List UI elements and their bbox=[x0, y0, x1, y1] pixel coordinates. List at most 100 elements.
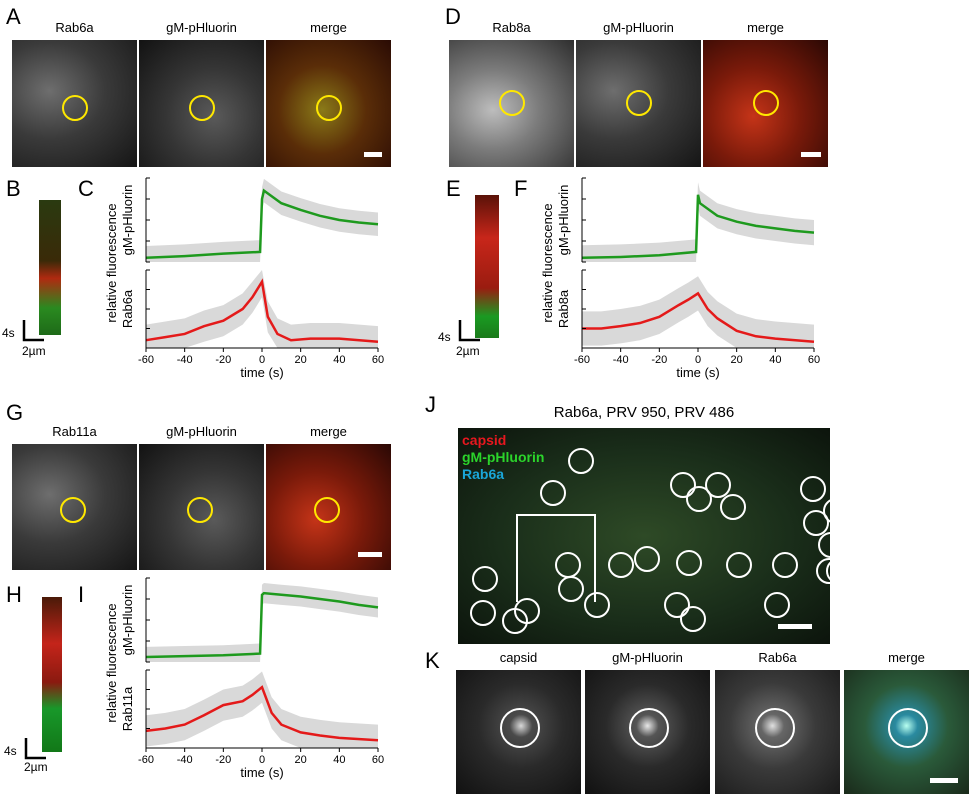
y-series-label: gM-pHluorin bbox=[120, 585, 135, 656]
image-title: gM-pHluorin bbox=[603, 20, 674, 35]
image-title: merge bbox=[310, 424, 347, 439]
kymo-time-scale: 4s bbox=[4, 744, 17, 758]
x-tick-label: 20 bbox=[295, 354, 307, 366]
x-tick-label: -60 bbox=[574, 354, 590, 366]
x-axis-label: time (s) bbox=[240, 765, 283, 780]
series-line bbox=[145, 591, 379, 659]
y-series-label: Rab8a bbox=[556, 289, 571, 328]
x-axis-label: time (s) bbox=[240, 365, 283, 380]
highlight-circle bbox=[499, 90, 525, 116]
kymo-scale-axes bbox=[458, 320, 480, 342]
highlight-circle bbox=[626, 90, 652, 116]
image-title: merge bbox=[310, 20, 347, 35]
x-tick-label: 40 bbox=[333, 754, 345, 766]
x-tick-label: -20 bbox=[215, 354, 231, 366]
panel-label-i: I bbox=[78, 582, 85, 607]
micrograph-j: capsid gM-pHluorin Rab6a bbox=[458, 428, 830, 644]
legend-capsid: capsid bbox=[462, 432, 507, 448]
image-title: merge bbox=[888, 650, 925, 665]
highlight-circle bbox=[584, 592, 610, 618]
highlight-circle bbox=[500, 708, 540, 748]
highlight-circle bbox=[764, 592, 790, 618]
x-tick-label: 0 bbox=[259, 754, 265, 766]
chart-i: -60 -40 -20 0 20 40 60 time (s) relative fluores… bbox=[104, 577, 384, 780]
image-title: Rab6a bbox=[758, 650, 797, 665]
image-title: gM-pHluorin bbox=[166, 20, 237, 35]
error-band bbox=[146, 583, 378, 662]
highlight-circle bbox=[555, 552, 581, 578]
panel-label-f: F bbox=[514, 176, 528, 201]
error-band bbox=[146, 671, 378, 748]
panel-label-b: B bbox=[6, 176, 21, 201]
panel-label-c: C bbox=[78, 176, 94, 201]
highlight-circle bbox=[634, 546, 660, 572]
highlight-circle bbox=[187, 497, 213, 523]
kymo-scale-axes bbox=[24, 738, 46, 760]
kymograph bbox=[39, 200, 61, 335]
micrograph-merge bbox=[844, 670, 969, 794]
highlight-circle bbox=[888, 708, 928, 748]
x-tick-label: -40 bbox=[177, 754, 193, 766]
scale-bar bbox=[930, 778, 958, 783]
highlight-circle bbox=[686, 486, 712, 512]
highlight-circle bbox=[818, 532, 830, 558]
x-tick-label: 40 bbox=[769, 354, 781, 366]
chart-c: -60 -40 -20 0 20 40 60 time (s) relative fluores… bbox=[104, 177, 384, 380]
highlight-circle bbox=[705, 472, 731, 498]
x-tick-label: -20 bbox=[215, 754, 231, 766]
image-title: merge bbox=[747, 20, 784, 35]
image-title: Rab11a bbox=[52, 424, 97, 439]
y-series-label: Rab11a bbox=[120, 686, 135, 731]
highlight-circle bbox=[608, 552, 634, 578]
highlight-circle bbox=[568, 448, 594, 474]
micrograph-merge bbox=[266, 444, 391, 570]
x-tick-label: -40 bbox=[613, 354, 629, 366]
panel-label-j: J bbox=[425, 392, 436, 417]
x-tick-label: 40 bbox=[333, 354, 345, 366]
y-series-label: Rab6a bbox=[120, 289, 135, 328]
image-title: capsid bbox=[499, 650, 538, 665]
highlight-circle bbox=[540, 480, 566, 506]
micrograph-capsid bbox=[456, 670, 581, 794]
series-line bbox=[145, 278, 379, 344]
highlight-circle bbox=[470, 600, 496, 626]
panel-label-g: G bbox=[6, 400, 24, 425]
x-tick-label: 0 bbox=[259, 354, 265, 366]
highlight-circle bbox=[189, 95, 215, 121]
highlight-circle bbox=[755, 708, 795, 748]
x-axis-label: time (s) bbox=[676, 365, 719, 380]
x-tick-label: 60 bbox=[808, 354, 820, 366]
y-axis-label: relative fluorescence bbox=[104, 203, 119, 322]
micrograph-gm-phluorin bbox=[139, 40, 264, 167]
highlight-circle bbox=[60, 497, 86, 523]
panel-label-h: H bbox=[6, 582, 22, 607]
micrograph-rab6a bbox=[715, 670, 840, 794]
micrograph-rab8a bbox=[449, 40, 574, 167]
highlight-circle bbox=[502, 608, 528, 634]
highlight-circle bbox=[629, 708, 669, 748]
image-title: Rab6a bbox=[55, 20, 94, 35]
y-series-label: gM-pHluorin bbox=[556, 185, 571, 256]
highlight-circle bbox=[680, 606, 706, 632]
kymograph bbox=[475, 195, 499, 338]
x-tick-label: -20 bbox=[651, 354, 667, 366]
micrograph-rab6a bbox=[12, 40, 137, 167]
kymo-space-scale: 2µm bbox=[456, 344, 480, 358]
panel-label-d: D bbox=[445, 4, 461, 29]
legend-gm-phluorin: gM-pHluorin bbox=[462, 449, 545, 465]
series-line bbox=[581, 194, 815, 260]
x-tick-label: -40 bbox=[177, 354, 193, 366]
image-title: gM-pHluorin bbox=[166, 424, 237, 439]
micrograph-gm-phluorin bbox=[585, 670, 710, 794]
y-series-label: gM-pHluorin bbox=[120, 185, 135, 256]
highlight-circle bbox=[803, 510, 829, 536]
panel-label-e: E bbox=[446, 176, 461, 201]
legend-rab6a: Rab6a bbox=[462, 466, 505, 482]
x-tick-label: 20 bbox=[295, 754, 307, 766]
series-line bbox=[145, 188, 379, 260]
micrograph-gm-phluorin bbox=[576, 40, 701, 167]
series-line bbox=[145, 685, 379, 742]
zoom-region-box bbox=[516, 514, 596, 602]
scale-bar bbox=[358, 552, 382, 557]
highlight-circle bbox=[472, 566, 498, 592]
